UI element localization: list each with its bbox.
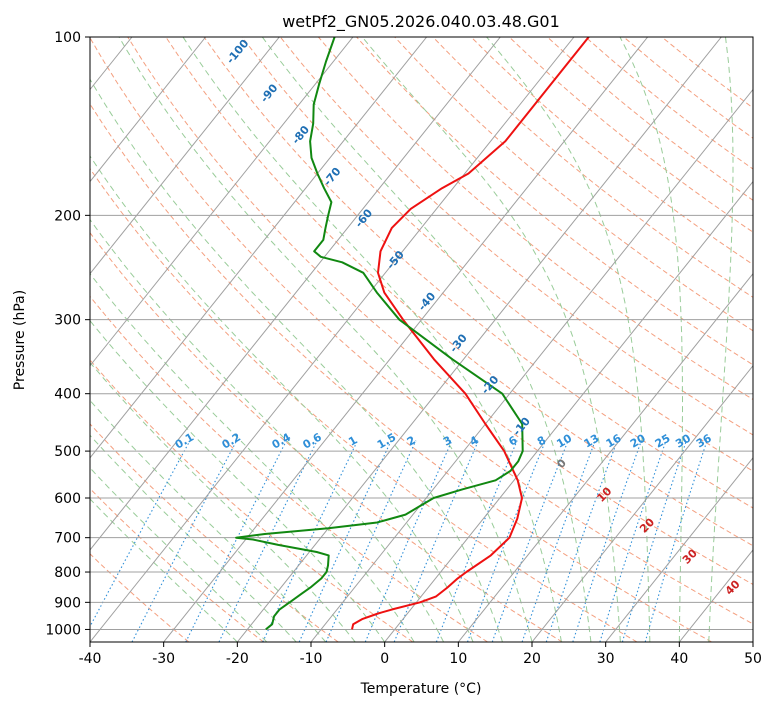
sounding-profiles	[235, 37, 590, 631]
y-tick-label: 200	[54, 208, 81, 224]
x-tick-label: 20	[523, 651, 541, 667]
moist-adiabat-24	[182, 37, 562, 642]
moist-adiabat-44	[708, 37, 734, 642]
mixing-ratio-36	[644, 440, 708, 642]
moist-adiabat-0	[90, 319, 386, 642]
temperature-profile	[351, 37, 590, 630]
x-tick-label: 10	[449, 651, 467, 667]
mixing-ratio-1.5	[298, 440, 392, 642]
y-tick-label: 800	[54, 565, 81, 581]
isotherm-10	[457, 272, 753, 642]
moist-adiabat-16	[90, 78, 503, 642]
moist-adiabat-36	[486, 37, 651, 642]
mixing-ratio-0.4	[185, 440, 287, 642]
dry-adiabat-140	[432, 37, 753, 298]
dry-adiabat-40	[90, 103, 712, 642]
y-tick-label: 700	[54, 531, 81, 547]
moist-adiabat-12	[90, 155, 474, 642]
mixing-ratio-13	[521, 440, 596, 642]
isotherm--40	[90, 37, 575, 642]
y-tick-label: 900	[54, 595, 81, 611]
dry-adiabat-120	[356, 37, 753, 366]
dewpoint-profile	[235, 37, 524, 631]
mixing-ratio-30	[621, 440, 687, 642]
y-axis: 100 200 300 400 500 600 700 800 900 1000	[45, 30, 90, 638]
plot-area	[90, 37, 753, 642]
isotherm--10	[310, 88, 753, 642]
isotherm-20	[531, 364, 753, 642]
y-axis-title: Pressure (hPa)	[12, 290, 28, 390]
moist-adiabat-40	[619, 37, 683, 642]
mixing-ratio-lines	[90, 440, 708, 642]
dry-adiabat--30	[90, 553, 190, 642]
isotherm--60	[90, 37, 428, 459]
isotherm--70	[90, 37, 354, 367]
mixing-ratio-2	[325, 440, 417, 642]
chart-title: wetPf2_GN05.2026.040.03.48.G01	[282, 12, 560, 32]
mixing-ratio-16	[545, 440, 618, 642]
dry-adiabat--10	[90, 423, 339, 642]
plot-frame	[89, 36, 754, 643]
isotherms	[90, 37, 753, 642]
x-tick-label: 30	[597, 651, 615, 667]
x-tick-label: -30	[152, 651, 175, 667]
isotherm-30	[605, 457, 753, 642]
y-tick-label: 300	[54, 313, 81, 329]
y-tick-label: 100	[54, 30, 81, 46]
x-tick-label: -10	[300, 651, 323, 667]
isotherm--80	[90, 37, 280, 275]
moist-adiabats	[90, 37, 734, 642]
y-tick-label: 1000	[45, 622, 81, 638]
mixing-ratio-25	[599, 440, 667, 642]
moist-adiabat--16	[90, 467, 268, 642]
isotherm--90	[90, 37, 207, 183]
plot-background	[90, 37, 753, 642]
isotherm--20	[236, 37, 722, 642]
y-tick-label: 500	[54, 444, 81, 460]
moist-adiabat-8	[90, 218, 445, 642]
x-axis: -40 -30 -20 -10 0 10 20 30 40 50	[79, 642, 762, 667]
mixing-ratio-3	[364, 440, 453, 642]
isotherm--30	[163, 37, 649, 642]
x-tick-label: -20	[226, 651, 249, 667]
x-tick-label: -40	[79, 651, 102, 667]
dry-adiabat--20	[90, 487, 264, 642]
isotherm--50	[90, 37, 501, 551]
y-tick-label: 600	[54, 491, 81, 507]
mixing-ratio-0.1	[90, 440, 191, 628]
mixing-ratio-0.6	[218, 440, 318, 642]
isotherm-0	[384, 180, 753, 642]
x-tick-label: 0	[380, 651, 389, 667]
mixing-ratio-10	[491, 440, 569, 642]
x-tick-label: 40	[670, 651, 688, 667]
dry-adiabat-30	[90, 167, 638, 642]
mixing-ratio-4	[393, 440, 479, 642]
moist-adiabat--20	[90, 498, 238, 642]
moist-adiabat-28	[261, 37, 592, 642]
dry-adiabat-100	[279, 37, 753, 436]
dry-adiabat-90	[241, 37, 753, 472]
dry-adiabat-130	[394, 37, 753, 332]
moist-adiabat--12	[90, 434, 297, 642]
x-axis-title: Temperature (°C)	[360, 681, 482, 697]
y-tick-label: 400	[54, 387, 81, 403]
x-tick-label: 50	[744, 651, 762, 667]
dry-adiabat-50	[90, 37, 753, 625]
moist-adiabat--4	[90, 361, 356, 642]
isobar-gridlines	[90, 37, 753, 630]
moist-adiabat-32	[361, 37, 621, 642]
